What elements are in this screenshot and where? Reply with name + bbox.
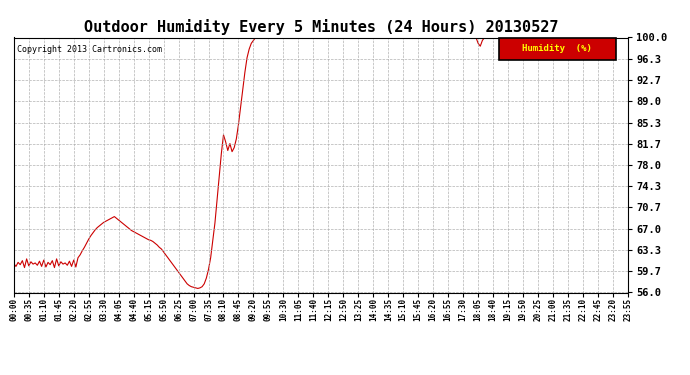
FancyBboxPatch shape [499,38,615,60]
Text: Copyright 2013 Cartronics.com: Copyright 2013 Cartronics.com [17,45,162,54]
Title: Outdoor Humidity Every 5 Minutes (24 Hours) 20130527: Outdoor Humidity Every 5 Minutes (24 Hou… [83,19,558,35]
Text: Humidity  (%): Humidity (%) [522,45,592,54]
